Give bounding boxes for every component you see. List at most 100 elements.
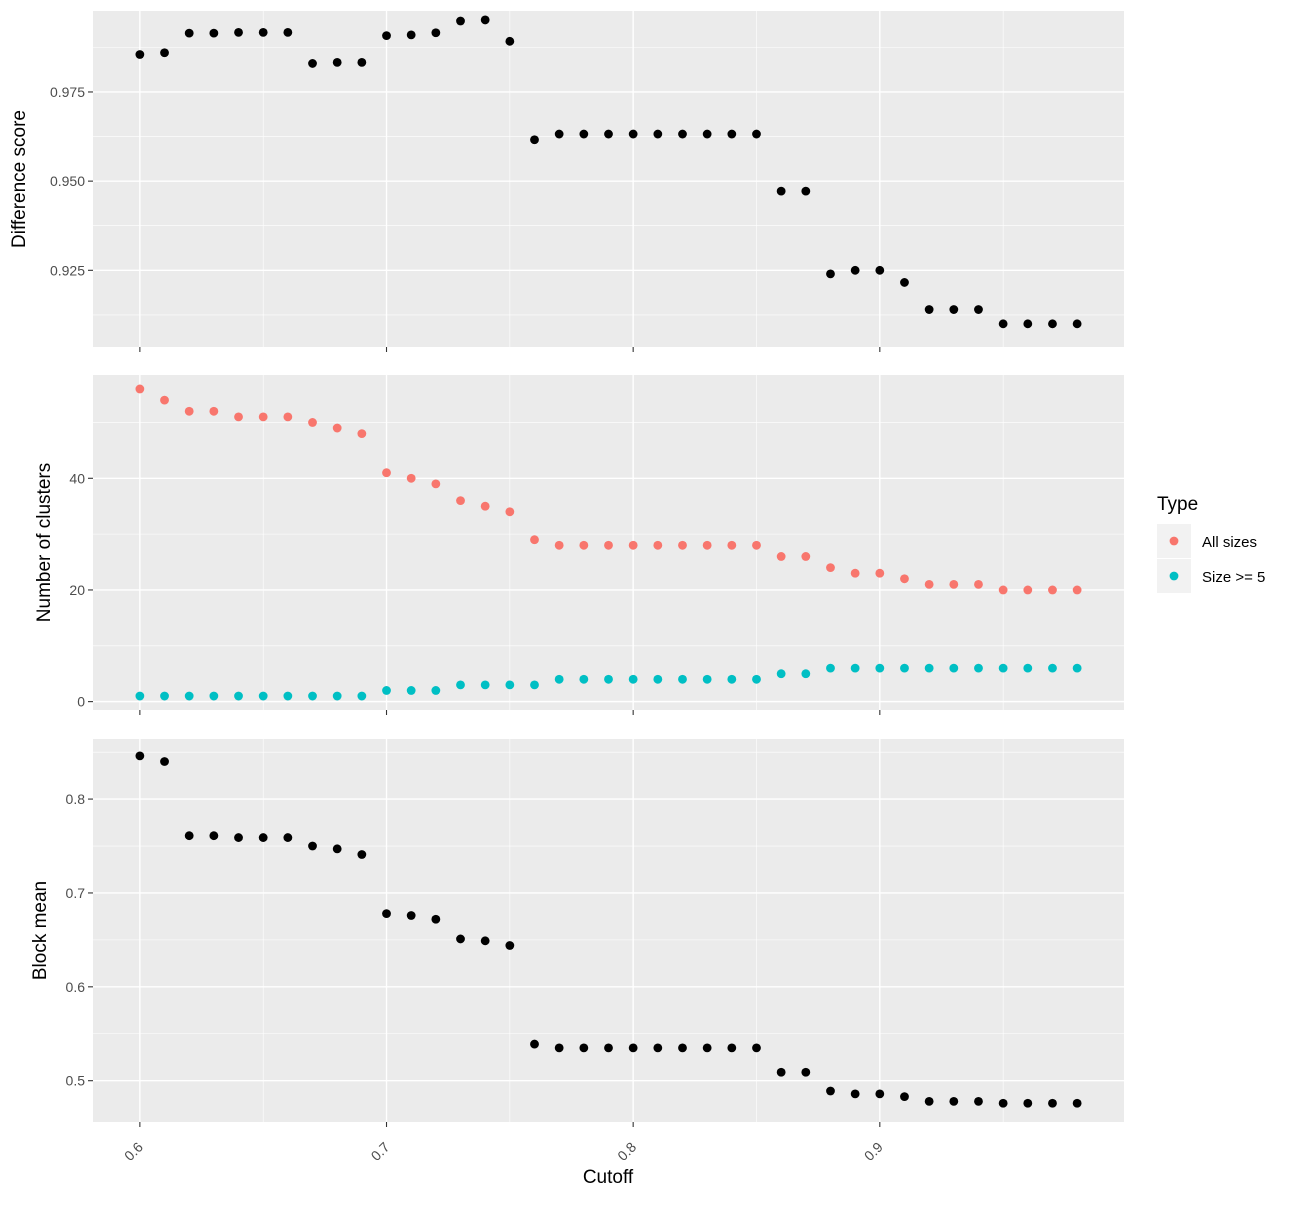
- data-point: [209, 28, 219, 38]
- x-tick-label: 0.8: [614, 1139, 639, 1164]
- data-point: [530, 680, 539, 690]
- data-point: [209, 831, 219, 841]
- data-point: [480, 15, 490, 25]
- data-point: [431, 479, 441, 489]
- data-point: [382, 468, 391, 478]
- data-point: [258, 833, 268, 842]
- data-point: [505, 507, 515, 517]
- data-point: [1072, 1098, 1082, 1108]
- data-point: [801, 1067, 811, 1077]
- data-point: [406, 473, 416, 483]
- data-point: [160, 48, 169, 58]
- y-tick-label: 0.5: [66, 1073, 86, 1089]
- data-point: [998, 1098, 1008, 1108]
- y-tick-label: 0: [77, 694, 85, 710]
- data-point: [456, 16, 465, 26]
- data-point: [801, 186, 811, 196]
- data-point: [801, 669, 811, 679]
- data-point: [628, 540, 638, 550]
- series-points: [135, 15, 1082, 329]
- data-point: [258, 412, 268, 422]
- data-point: [900, 574, 909, 584]
- data-point: [727, 674, 737, 684]
- data-point: [234, 691, 243, 701]
- data-point: [974, 305, 983, 314]
- data-point: [604, 1043, 613, 1053]
- panel-background: [93, 739, 1124, 1122]
- data-point: [727, 129, 737, 139]
- data-point: [974, 579, 983, 589]
- legend-key-point: [1169, 571, 1179, 581]
- data-point: [554, 674, 564, 684]
- data-point: [579, 129, 589, 139]
- data-point: [776, 186, 786, 196]
- data-point: [332, 844, 342, 854]
- data-point: [727, 1043, 737, 1053]
- data-point: [678, 674, 687, 684]
- data-point: [998, 585, 1008, 595]
- data-point: [209, 691, 219, 701]
- data-point: [1048, 319, 1057, 329]
- data-point: [431, 914, 441, 924]
- data-point: [776, 552, 786, 561]
- data-point: [209, 406, 219, 416]
- data-point: [702, 129, 712, 139]
- data-point: [554, 129, 564, 139]
- data-point: [431, 28, 441, 38]
- data-point: [776, 669, 786, 679]
- data-point: [875, 1089, 885, 1099]
- data-point: [949, 305, 959, 314]
- data-point: [135, 50, 145, 59]
- data-point: [628, 674, 638, 684]
- y-tick-label: 20: [69, 582, 85, 598]
- data-point: [234, 28, 243, 37]
- data-point: [604, 674, 613, 684]
- data-point: [258, 691, 268, 701]
- data-point: [258, 28, 268, 37]
- data-point: [678, 540, 687, 550]
- legend-item-label: All sizes: [1202, 534, 1257, 551]
- data-point: [628, 129, 638, 139]
- y-axis-title: Block mean: [30, 881, 51, 980]
- data-point: [1072, 585, 1082, 595]
- legend-key-point: [1169, 536, 1179, 546]
- data-point: [456, 496, 465, 506]
- data-point: [678, 1043, 687, 1053]
- data-point: [752, 129, 761, 139]
- data-point: [1023, 319, 1033, 329]
- data-point: [1023, 663, 1033, 673]
- y-tick-label: 0.6: [66, 979, 86, 995]
- data-point: [850, 568, 860, 578]
- data-point: [678, 129, 687, 139]
- data-point: [579, 1043, 589, 1053]
- data-point: [184, 691, 194, 701]
- data-point: [776, 1067, 786, 1077]
- data-point: [283, 833, 293, 842]
- data-point: [505, 941, 515, 950]
- x-tick-label: 0.6: [121, 1139, 146, 1164]
- data-point: [801, 552, 811, 561]
- data-point: [283, 412, 293, 422]
- data-point: [505, 36, 515, 46]
- data-point: [949, 663, 959, 673]
- x-axis-title: Cutoff: [583, 1167, 634, 1188]
- data-point: [974, 1096, 983, 1106]
- data-point: [924, 663, 934, 673]
- data-point: [875, 568, 885, 578]
- data-point: [604, 129, 613, 139]
- data-point: [752, 674, 761, 684]
- x-tick-label: 0.9: [861, 1139, 886, 1164]
- data-point: [184, 406, 194, 416]
- data-point: [900, 278, 909, 287]
- data-point: [579, 540, 589, 550]
- data-point: [1072, 663, 1082, 673]
- data-point: [702, 1043, 712, 1053]
- data-point: [579, 674, 589, 684]
- data-point: [1072, 319, 1082, 329]
- data-point: [308, 418, 317, 427]
- data-point: [554, 1043, 564, 1053]
- data-point: [653, 129, 663, 139]
- data-point: [406, 30, 416, 40]
- legend-title: Type: [1157, 494, 1198, 515]
- y-tick-label: 0.7: [66, 885, 86, 901]
